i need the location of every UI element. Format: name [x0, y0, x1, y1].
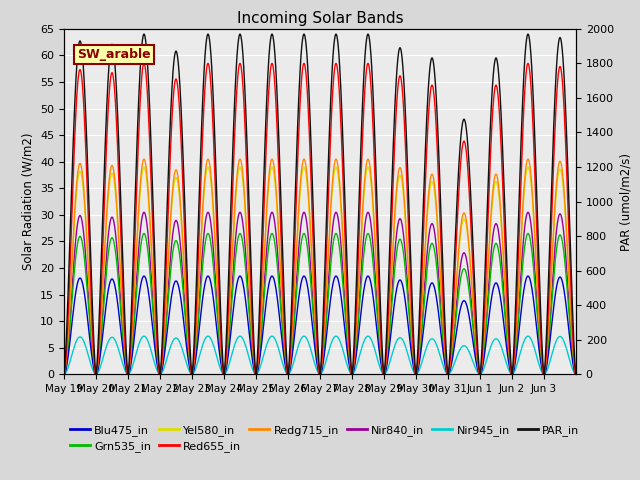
- PAR_in: [572, 372, 580, 377]
- Nir840_in: [363, 211, 371, 216]
- Red655_in: [385, 287, 393, 293]
- Blu475_in: [440, 352, 447, 358]
- Grn535_in: [363, 232, 371, 238]
- Yel580_in: [246, 288, 253, 293]
- Nir840_in: [385, 327, 393, 333]
- Nir945_in: [363, 334, 371, 339]
- Grn535_in: [440, 344, 447, 349]
- Blu475_in: [60, 372, 68, 377]
- Blu475_in: [385, 345, 393, 350]
- Yel580_in: [467, 272, 475, 278]
- Yel580_in: [363, 166, 371, 172]
- Red655_in: [363, 63, 371, 69]
- Line: Red655_in: Red655_in: [64, 63, 576, 374]
- Yel580_in: [385, 315, 393, 321]
- PAR_in: [467, 196, 475, 202]
- Redg715_in: [467, 268, 475, 274]
- PAR_in: [524, 31, 532, 37]
- PAR_in: [246, 211, 253, 216]
- Redg715_in: [86, 293, 93, 299]
- Line: Redg715_in: Redg715_in: [64, 159, 576, 374]
- Redg715_in: [572, 372, 580, 377]
- Grn535_in: [86, 320, 93, 326]
- Nir945_in: [467, 353, 475, 359]
- Redg715_in: [524, 156, 532, 162]
- Nir840_in: [86, 312, 93, 318]
- Yel580_in: [524, 164, 532, 170]
- Blu475_in: [363, 274, 371, 280]
- Nir945_in: [572, 372, 580, 377]
- Blu475_in: [572, 372, 580, 377]
- Grn535_in: [572, 372, 580, 377]
- Line: Grn535_in: Grn535_in: [64, 233, 576, 374]
- Legend: Blu475_in, Grn535_in, Yel580_in, Red655_in, Redg715_in, Nir840_in, Nir945_in, PA: Blu475_in, Grn535_in, Yel580_in, Red655_…: [70, 425, 579, 452]
- Line: Blu475_in: Blu475_in: [64, 276, 576, 374]
- Nir945_in: [385, 361, 393, 367]
- PAR_in: [440, 285, 447, 291]
- Nir840_in: [467, 294, 475, 300]
- PAR_in: [86, 225, 93, 231]
- Nir840_in: [246, 306, 253, 312]
- Redg715_in: [363, 158, 371, 164]
- Grn535_in: [60, 372, 68, 377]
- Line: Nir945_in: Nir945_in: [64, 336, 576, 374]
- Red655_in: [246, 245, 253, 251]
- Blu475_in: [86, 336, 93, 341]
- Line: Nir840_in: Nir840_in: [64, 212, 576, 374]
- Line: PAR_in: PAR_in: [64, 34, 576, 374]
- Title: Incoming Solar Bands: Incoming Solar Bands: [237, 11, 403, 26]
- Text: SW_arable: SW_arable: [77, 48, 150, 61]
- Nir945_in: [86, 358, 93, 363]
- Nir945_in: [440, 364, 447, 370]
- Red655_in: [60, 372, 68, 377]
- PAR_in: [60, 372, 68, 377]
- Grn535_in: [246, 314, 253, 320]
- Red655_in: [524, 60, 532, 66]
- Grn535_in: [385, 333, 393, 339]
- Nir945_in: [60, 372, 68, 377]
- Nir840_in: [440, 340, 447, 346]
- Yel580_in: [60, 372, 68, 377]
- Grn535_in: [524, 230, 532, 236]
- Redg715_in: [246, 284, 253, 290]
- Blu475_in: [246, 332, 253, 337]
- Blu475_in: [467, 324, 475, 330]
- Redg715_in: [60, 372, 68, 377]
- Nir945_in: [246, 356, 253, 362]
- Nir945_in: [524, 333, 532, 339]
- Y-axis label: Solar Radiation (W/m2): Solar Radiation (W/m2): [22, 133, 35, 270]
- Nir840_in: [524, 209, 532, 215]
- Red655_in: [572, 372, 580, 377]
- Red655_in: [467, 223, 475, 228]
- PAR_in: [385, 257, 393, 263]
- Grn535_in: [467, 304, 475, 310]
- Red655_in: [86, 258, 93, 264]
- Red655_in: [440, 311, 447, 316]
- Yel580_in: [440, 331, 447, 336]
- Redg715_in: [385, 313, 393, 319]
- PAR_in: [363, 34, 371, 40]
- Nir840_in: [60, 372, 68, 377]
- Redg715_in: [440, 329, 447, 335]
- Blu475_in: [524, 273, 532, 279]
- Y-axis label: PAR (umol/m2/s): PAR (umol/m2/s): [620, 153, 632, 251]
- Line: Yel580_in: Yel580_in: [64, 167, 576, 374]
- Yel580_in: [86, 296, 93, 302]
- Yel580_in: [572, 372, 580, 377]
- Nir840_in: [572, 372, 580, 377]
